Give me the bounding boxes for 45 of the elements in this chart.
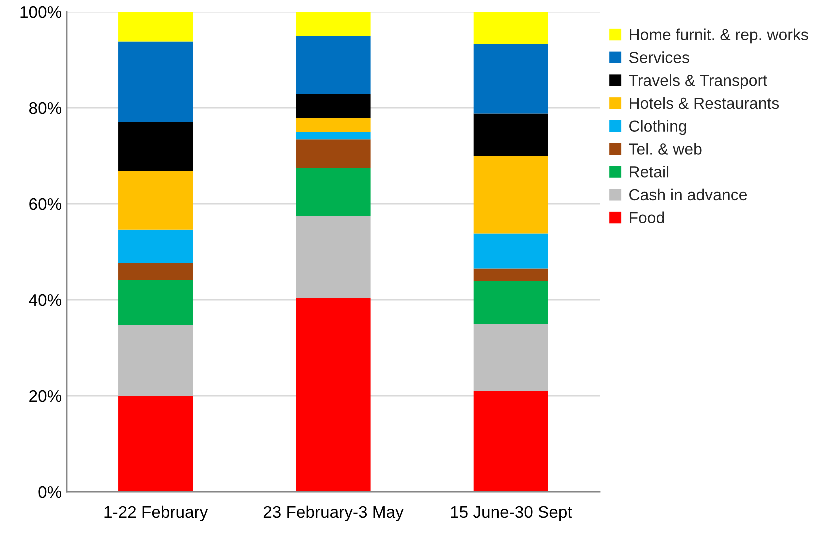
bar — [296, 132, 371, 140]
bar — [296, 140, 371, 168]
bar — [474, 391, 548, 492]
legend-label: Clothing — [630, 120, 686, 136]
bar — [118, 280, 194, 325]
bar — [118, 122, 194, 172]
bar — [474, 281, 548, 324]
bar — [296, 118, 371, 132]
y-tick-label: 80% — [30, 102, 62, 114]
bar — [296, 216, 371, 298]
bar — [474, 234, 548, 269]
legend-label: Home furnit. & rep. works — [630, 28, 808, 44]
legend-label: Cash in advance — [630, 188, 748, 201]
bar — [474, 114, 548, 156]
y-tick-label: 20% — [30, 390, 62, 402]
bar — [474, 156, 548, 234]
bar — [296, 298, 371, 492]
legend-label: Tel. & web — [629, 143, 702, 155]
bar — [296, 12, 371, 36]
x-tick-label: 15 June-30 Sept — [451, 506, 572, 522]
bar — [118, 264, 194, 280]
bar — [296, 36, 371, 95]
bar — [474, 44, 548, 114]
bar — [474, 12, 548, 44]
bar — [118, 42, 194, 122]
bar — [296, 168, 371, 216]
bar — [118, 324, 194, 396]
legend-label: Retail — [630, 166, 669, 178]
y-tick-label: 40% — [29, 294, 62, 306]
bar — [118, 171, 194, 230]
bar — [118, 396, 194, 492]
legend-label: Services — [629, 52, 690, 64]
bar — [296, 94, 371, 119]
x-tick-label: 23 February-3 May — [264, 506, 404, 522]
bar — [118, 230, 194, 264]
legend-label: Travels & Transport — [629, 74, 768, 90]
y-tick-label: 60% — [30, 198, 62, 210]
x-tick-label: 1-22 February — [104, 506, 208, 522]
y-tick-label: 100% — [20, 6, 62, 18]
bar — [118, 12, 194, 42]
bar — [474, 324, 548, 392]
bar — [474, 268, 548, 282]
legend-label: Food — [630, 212, 664, 224]
y-tick-label: 0% — [38, 486, 62, 498]
legend-label: Hotels & Restaurants — [630, 97, 780, 110]
